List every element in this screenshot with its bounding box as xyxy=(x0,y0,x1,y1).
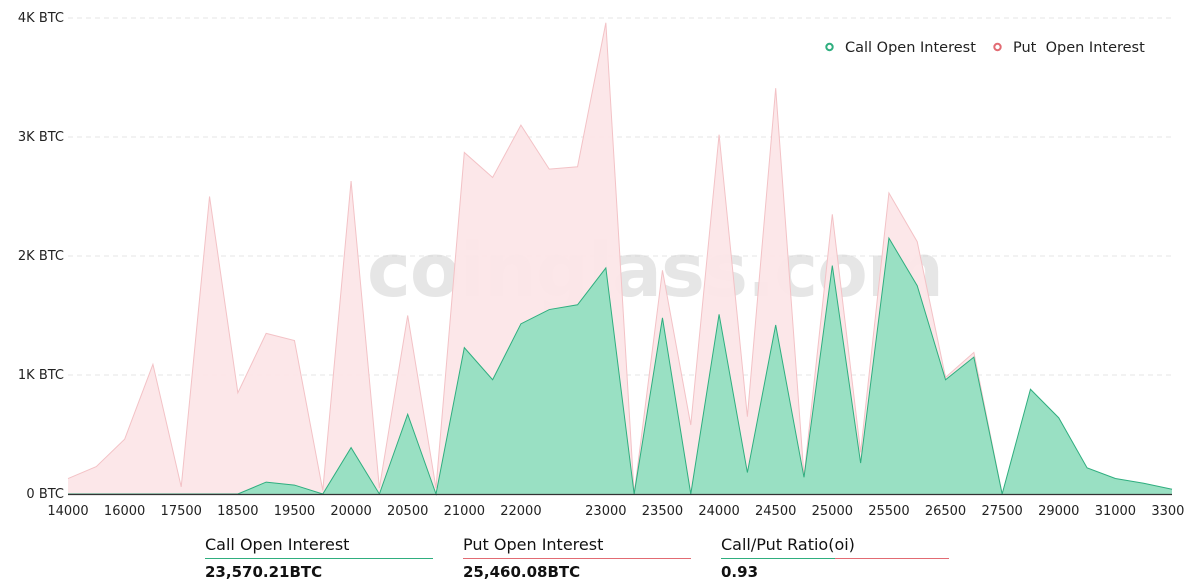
stat-call-underline xyxy=(205,558,433,559)
stat-call-open-interest: Call Open Interest 23,570.21BTC xyxy=(205,534,433,581)
legend-put-marker xyxy=(993,42,1002,52)
y-tick-label: 3K BTC xyxy=(18,130,64,145)
legend: Call Open Interest Put Open Interest xyxy=(825,40,1145,56)
stat-put-open-interest: Put Open Interest 25,460.08BTC xyxy=(463,534,691,581)
x-tick-label: 24500 xyxy=(755,504,796,519)
x-tick-label: 20000 xyxy=(330,504,371,519)
call-open-interest-line xyxy=(68,236,1173,496)
legend-put-label: Put Open Interest xyxy=(1013,40,1145,56)
x-tick-label: 27500 xyxy=(981,504,1022,519)
y-tick-label: 1K BTC xyxy=(18,368,64,383)
x-tick-label: 19500 xyxy=(274,504,315,519)
x-tick-label: 18500 xyxy=(217,504,258,519)
legend-item-put[interactable]: Put Open Interest xyxy=(993,40,1145,56)
stats-bar: Call Open Interest 23,570.21BTC Put Open… xyxy=(0,520,1184,588)
y-tick-label: 4K BTC xyxy=(18,11,64,26)
x-tick-label: 22000 xyxy=(500,504,541,519)
stat-ratio-underline xyxy=(721,558,949,559)
x-tick-label: 25000 xyxy=(812,504,853,519)
x-tick-label: 33000 xyxy=(1151,504,1184,519)
x-tick-label: 26500 xyxy=(925,504,966,519)
stat-call-label: Call Open Interest xyxy=(205,535,350,554)
stat-call-put-ratio: Call/Put Ratio(oi) 0.93 xyxy=(721,534,949,581)
x-tick-label: 24000 xyxy=(698,504,739,519)
x-tick-label: 21000 xyxy=(444,504,485,519)
open-interest-chart: coinglass.com 0 BTC 1K BTC 2K BTC 3K BTC 4K … xyxy=(18,11,1184,519)
legend-call-marker xyxy=(825,42,834,52)
y-tick-label: 2K BTC xyxy=(18,249,64,264)
stat-ratio-label: Call/Put Ratio(oi) xyxy=(721,535,855,554)
stat-ratio-value: 0.93 xyxy=(721,563,759,581)
x-tick-label: 29000 xyxy=(1038,504,1079,519)
legend-call-label: Call Open Interest xyxy=(845,40,976,56)
x-tick-label: 23500 xyxy=(642,504,683,519)
x-tick-label: 14000 xyxy=(47,504,88,519)
stat-call-value: 23,570.21BTC xyxy=(205,563,323,581)
stat-put-label: Put Open Interest xyxy=(463,535,604,554)
x-tick-label: 31000 xyxy=(1095,504,1136,519)
x-axis-labels: 14000 16000 17500 18500 19500 20000 20500 21000… xyxy=(47,504,1184,519)
x-tick-label: 23000 xyxy=(585,504,626,519)
x-tick-label: 20500 xyxy=(387,504,428,519)
x-tick-label: 17500 xyxy=(161,504,202,519)
legend-item-call[interactable]: Call Open Interest xyxy=(825,40,976,56)
stat-put-value: 25,460.08BTC xyxy=(463,563,581,581)
y-tick-label: 0 BTC xyxy=(26,487,64,502)
call-open-interest-area xyxy=(68,238,1172,494)
stat-put-underline xyxy=(463,558,691,559)
y-axis-labels: 0 BTC 1K BTC 2K BTC 3K BTC 4K BTC xyxy=(18,11,64,502)
x-tick-label: 16000 xyxy=(104,504,145,519)
x-tick-label: 25500 xyxy=(868,504,909,519)
